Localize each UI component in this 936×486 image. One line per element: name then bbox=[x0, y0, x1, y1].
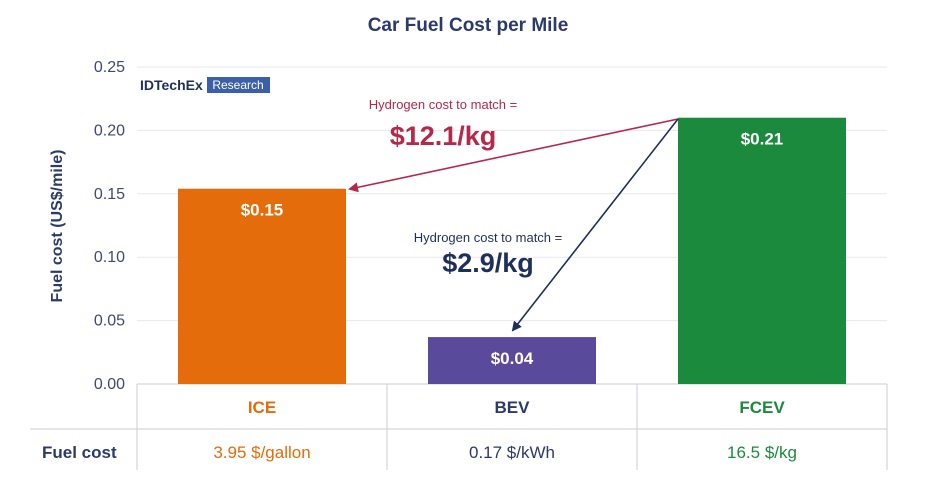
chart-title: Car Fuel Cost per Mile bbox=[368, 15, 569, 36]
category-label-ice: ICE bbox=[248, 398, 276, 417]
annotation-ice-caption: Hydrogen cost to match = bbox=[369, 97, 518, 112]
annotation-ice-value: $12.1/kg bbox=[390, 121, 497, 151]
annotation-bev-value: $2.9/kg bbox=[442, 248, 534, 278]
annotation-ice-match: Hydrogen cost to match = $12.1/kg bbox=[369, 97, 518, 151]
bar-fcev bbox=[678, 117, 846, 384]
bar-bev bbox=[428, 337, 596, 384]
category-table: Fuel cost ICE 3.95 $/gallon BEV 0.17 $/kWh FC… bbox=[30, 384, 888, 470]
bar-value-label: $0.21 bbox=[741, 130, 784, 149]
logo-tag: Research bbox=[212, 78, 263, 92]
category-label-bev: BEV bbox=[495, 398, 531, 417]
bars: $0.15 $0.04 $0.21 bbox=[178, 117, 846, 384]
y-tick-label: 0.05 bbox=[94, 313, 125, 330]
idtechex-logo: IDTechEx Research bbox=[140, 77, 270, 93]
fuel-cost-ice: 3.95 $/gallon bbox=[213, 443, 310, 462]
y-tick-label: 0.15 bbox=[94, 186, 125, 203]
y-axis-ticks: 0.00 0.05 0.10 0.15 0.20 0.25 bbox=[94, 59, 125, 393]
bar-value-label: $0.04 bbox=[491, 349, 534, 368]
logo-tag-background bbox=[207, 77, 270, 93]
y-tick-label: 0.10 bbox=[94, 249, 125, 266]
bar-ice bbox=[178, 188, 346, 384]
y-tick-label: 0.25 bbox=[94, 59, 125, 76]
annotation-bev-caption: Hydrogen cost to match = bbox=[414, 230, 563, 245]
logo-brand: IDTechEx bbox=[140, 77, 203, 93]
fuel-cost-bev: 0.17 $/kWh bbox=[469, 443, 555, 462]
fuel-cost-fcev: 16.5 $/kg bbox=[727, 443, 797, 462]
arrow-to-bev bbox=[511, 118, 679, 332]
arrow-to-ice bbox=[348, 118, 679, 193]
category-label-fcev: FCEV bbox=[739, 398, 785, 417]
bar-value-label: $0.15 bbox=[241, 201, 284, 220]
annotation-bev-match: Hydrogen cost to match = $2.9/kg bbox=[414, 230, 563, 278]
y-tick-label: 0.20 bbox=[94, 122, 125, 139]
fuel-cost-row-label: Fuel cost bbox=[42, 443, 117, 462]
y-tick-label: 0.00 bbox=[94, 376, 125, 393]
y-axis-label: Fuel cost (US$/mile) bbox=[49, 150, 66, 303]
